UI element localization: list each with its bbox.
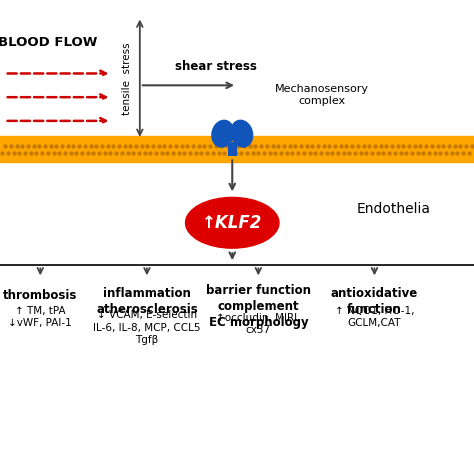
Text: ↑ TM, tPA
↓vWF, PAI-1: ↑ TM, tPA ↓vWF, PAI-1 — [9, 306, 72, 328]
Text: BLOOD FLOW: BLOOD FLOW — [0, 36, 97, 49]
FancyBboxPatch shape — [228, 142, 237, 156]
Ellipse shape — [211, 119, 234, 148]
Text: Endothelia: Endothelia — [356, 201, 430, 216]
Ellipse shape — [185, 197, 280, 249]
Text: ↑occludin, MIRL
cx37: ↑occludin, MIRL cx37 — [217, 313, 300, 335]
Text: barrier function
complement
EC morphology: barrier function complement EC morpholog… — [206, 284, 311, 329]
Text: antioxidative
function: antioxidative function — [331, 287, 418, 316]
Text: thrombosis: thrombosis — [3, 289, 77, 302]
Text: ↑KLF2: ↑KLF2 — [202, 214, 263, 232]
Text: Mechanosensory
complex: Mechanosensory complex — [275, 84, 369, 106]
Text: ↑ NQO1, HO-1,
GCLM,CAT: ↑ NQO1, HO-1, GCLM,CAT — [335, 306, 414, 328]
Ellipse shape — [230, 119, 253, 148]
Text: ↓ VCAM, E-selectin
IL-6, IL-8, MCP, CCL5
Tgfβ: ↓ VCAM, E-selectin IL-6, IL-8, MCP, CCL5… — [93, 310, 201, 345]
Text: shear stress: shear stress — [175, 61, 257, 73]
FancyBboxPatch shape — [0, 136, 474, 162]
Text: tensile  stress: tensile stress — [122, 42, 132, 115]
Text: inflammation
atherosclerosis: inflammation atherosclerosis — [96, 287, 198, 316]
